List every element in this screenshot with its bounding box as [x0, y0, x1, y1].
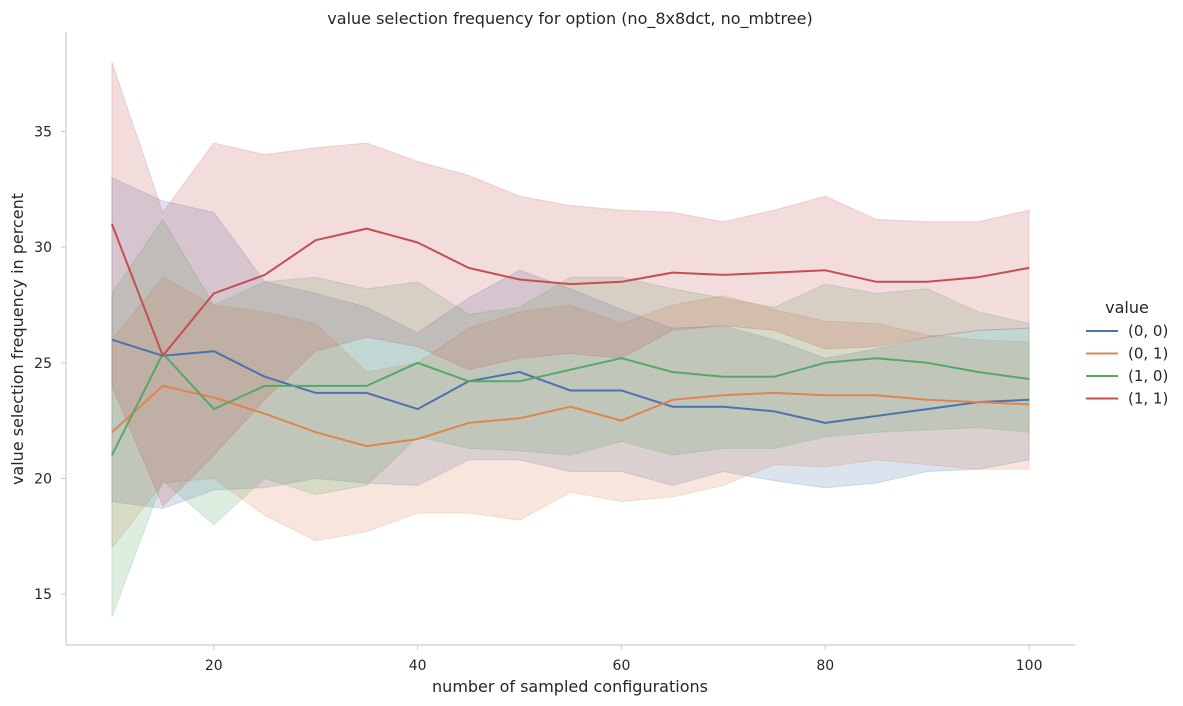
line-series-1	[111, 384, 1030, 448]
chart-title: value selection frequency for option (no…	[327, 9, 812, 29]
legend-item: (0, 0)	[1086, 322, 1168, 340]
x-axis-label: number of sampled configurations	[432, 677, 708, 696]
band-series-2	[111, 218, 1030, 618]
line-series-0	[111, 338, 1030, 424]
y-axis-label: value selection frequency in percent	[8, 193, 27, 485]
y-tick-label: 20	[34, 471, 52, 487]
legend-item: (1, 1)	[1086, 390, 1168, 408]
band-series-1	[111, 276, 1030, 550]
line-series-3	[110, 223, 1030, 357]
legend-label: (0, 1)	[1128, 345, 1168, 363]
legend-item: (0, 1)	[1086, 345, 1168, 363]
legend: value (0, 0) (0, 1) (1, 0) (1, 1)	[1086, 298, 1168, 408]
x-tick-label: 40	[409, 658, 427, 674]
legend-item: (1, 0)	[1086, 367, 1168, 385]
legend-label: (1, 0)	[1128, 367, 1168, 385]
confidence-bands	[111, 61, 1030, 618]
y-tick-label: 15	[34, 587, 52, 603]
legend-title: value	[1105, 298, 1149, 317]
x-tick-label: 20	[205, 658, 223, 674]
y-tick-label: 30	[34, 240, 52, 256]
band-series-0	[111, 176, 1030, 510]
x-tick-label: 100	[1016, 658, 1043, 674]
x-tick-label: 80	[816, 658, 834, 674]
series-lines	[110, 223, 1030, 456]
y-tick-labels: 15 20 25 30 35	[34, 124, 66, 603]
legend-label: (1, 1)	[1128, 390, 1168, 408]
y-tick-label: 25	[34, 356, 52, 372]
legend-label: (0, 0)	[1128, 322, 1168, 340]
x-tick-label: 60	[613, 658, 631, 674]
x-tick-labels: 20 40 60 80 100	[205, 645, 1043, 674]
y-tick-label: 35	[34, 124, 52, 140]
line-series-2	[111, 352, 1030, 456]
